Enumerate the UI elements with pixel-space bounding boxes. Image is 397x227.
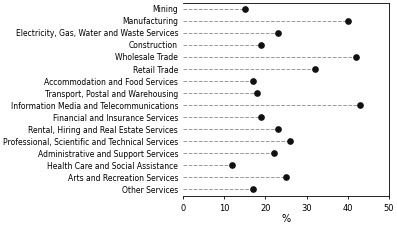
- X-axis label: %: %: [281, 214, 291, 224]
